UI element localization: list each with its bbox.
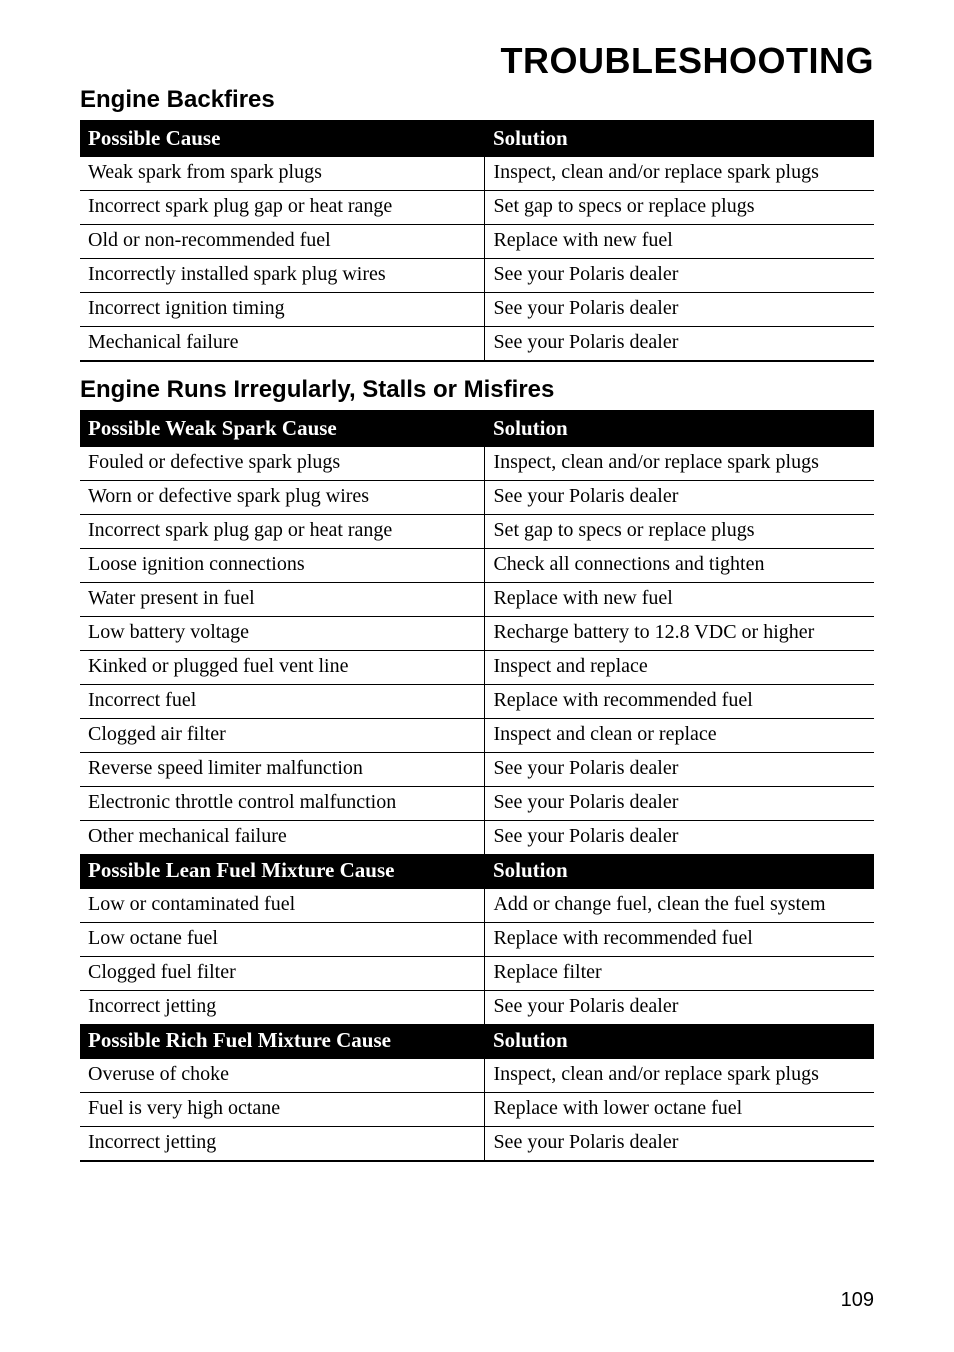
solution-cell: Replace with new fuel — [485, 225, 874, 259]
troubleshooting-table: Possible CauseSolutionWeak spark from sp… — [80, 120, 874, 362]
solution-cell: See your Polaris dealer — [485, 991, 874, 1025]
table-header-row: Possible Rich Fuel Mixture CauseSolution — [80, 1024, 874, 1059]
table-row: Loose ignition connectionsCheck all conn… — [80, 549, 874, 583]
table-row: Worn or defective spark plug wiresSee yo… — [80, 481, 874, 515]
table-row: Clogged air filterInspect and clean or r… — [80, 719, 874, 753]
table-row: Overuse of chokeInspect, clean and/or re… — [80, 1059, 874, 1093]
table-row: Incorrect spark plug gap or heat rangeSe… — [80, 191, 874, 225]
solution-cell: Inspect, clean and/or replace spark plug… — [485, 157, 874, 191]
table-row: Incorrectly installed spark plug wiresSe… — [80, 259, 874, 293]
cause-cell: Incorrect ignition timing — [80, 293, 485, 327]
table-row: Electronic throttle control malfunctionS… — [80, 787, 874, 821]
solution-cell: See your Polaris dealer — [485, 787, 874, 821]
table-row: Low battery voltageRecharge battery to 1… — [80, 617, 874, 651]
cause-cell: Incorrect fuel — [80, 685, 485, 719]
cause-cell: Water present in fuel — [80, 583, 485, 617]
cause-cell: Incorrect spark plug gap or heat range — [80, 191, 485, 225]
solution-cell: Inspect and replace — [485, 651, 874, 685]
solution-cell: Replace with recommended fuel — [485, 685, 874, 719]
table-row: Fuel is very high octaneReplace with low… — [80, 1093, 874, 1127]
solution-cell: See your Polaris dealer — [485, 1127, 874, 1162]
sections-container: Engine BackfiresPossible CauseSolutionWe… — [80, 86, 874, 1162]
solution-cell: See your Polaris dealer — [485, 293, 874, 327]
page-number: 109 — [841, 1289, 874, 1312]
cause-cell: Incorrectly installed spark plug wires — [80, 259, 485, 293]
cause-cell: Fuel is very high octane — [80, 1093, 485, 1127]
table-row: Weak spark from spark plugsInspect, clea… — [80, 157, 874, 191]
table-header-row: Possible Lean Fuel Mixture CauseSolution — [80, 854, 874, 889]
cause-header: Possible Lean Fuel Mixture Cause — [80, 854, 485, 889]
solution-cell: Replace filter — [485, 957, 874, 991]
cause-cell: Clogged fuel filter — [80, 957, 485, 991]
table-row: Incorrect fuelReplace with recommended f… — [80, 685, 874, 719]
cause-cell: Clogged air filter — [80, 719, 485, 753]
table-row: Old or non-recommended fuelReplace with … — [80, 225, 874, 259]
page-title: TROUBLESHOOTING — [80, 40, 874, 82]
solution-cell: Replace with recommended fuel — [485, 923, 874, 957]
solution-cell: Check all connections and tighten — [485, 549, 874, 583]
table-row: Low or contaminated fuelAdd or change fu… — [80, 889, 874, 923]
solution-cell: Replace with new fuel — [485, 583, 874, 617]
solution-cell: Inspect, clean and/or replace spark plug… — [485, 447, 874, 481]
solution-header: Solution — [485, 121, 874, 157]
table-row: Low octane fuelReplace with recommended … — [80, 923, 874, 957]
table-row: Incorrect jettingSee your Polaris dealer — [80, 991, 874, 1025]
solution-header: Solution — [485, 854, 874, 889]
cause-cell: Mechanical failure — [80, 327, 485, 362]
cause-cell: Reverse speed limiter malfunction — [80, 753, 485, 787]
cause-cell: Overuse of choke — [80, 1059, 485, 1093]
cause-cell: Low battery voltage — [80, 617, 485, 651]
cause-header: Possible Rich Fuel Mixture Cause — [80, 1024, 485, 1059]
solution-cell: See your Polaris dealer — [485, 821, 874, 855]
solution-header: Solution — [485, 1024, 874, 1059]
cause-header: Possible Cause — [80, 121, 485, 157]
solution-cell: Replace with lower octane fuel — [485, 1093, 874, 1127]
solution-cell: Add or change fuel, clean the fuel syste… — [485, 889, 874, 923]
solution-cell: See your Polaris dealer — [485, 481, 874, 515]
table-row: Water present in fuelReplace with new fu… — [80, 583, 874, 617]
cause-cell: Low octane fuel — [80, 923, 485, 957]
cause-cell: Low or contaminated fuel — [80, 889, 485, 923]
cause-cell: Other mechanical failure — [80, 821, 485, 855]
cause-cell: Incorrect jetting — [80, 1127, 485, 1162]
section-title: Engine Backfires — [80, 86, 874, 114]
cause-header: Possible Weak Spark Cause — [80, 411, 485, 447]
troubleshooting-table: Possible Weak Spark CauseSolutionFouled … — [80, 410, 874, 1162]
cause-cell: Fouled or defective spark plugs — [80, 447, 485, 481]
cause-cell: Worn or defective spark plug wires — [80, 481, 485, 515]
cause-cell: Old or non-recommended fuel — [80, 225, 485, 259]
solution-cell: Inspect, clean and/or replace spark plug… — [485, 1059, 874, 1093]
table-row: Clogged fuel filterReplace filter — [80, 957, 874, 991]
table-row: Kinked or plugged fuel vent lineInspect … — [80, 651, 874, 685]
solution-cell: Set gap to specs or replace plugs — [485, 191, 874, 225]
cause-cell: Electronic throttle control malfunction — [80, 787, 485, 821]
table-row: Incorrect spark plug gap or heat rangeSe… — [80, 515, 874, 549]
solution-cell: See your Polaris dealer — [485, 753, 874, 787]
table-row: Fouled or defective spark plugsInspect, … — [80, 447, 874, 481]
solution-cell: Recharge battery to 12.8 VDC or higher — [485, 617, 874, 651]
solution-cell: Set gap to specs or replace plugs — [485, 515, 874, 549]
cause-cell: Incorrect spark plug gap or heat range — [80, 515, 485, 549]
solution-cell: Inspect and clean or replace — [485, 719, 874, 753]
cause-cell: Weak spark from spark plugs — [80, 157, 485, 191]
cause-cell: Loose ignition connections — [80, 549, 485, 583]
solution-cell: See your Polaris dealer — [485, 327, 874, 362]
cause-cell: Incorrect jetting — [80, 991, 485, 1025]
table-row: Other mechanical failureSee your Polaris… — [80, 821, 874, 855]
table-row: Mechanical failureSee your Polaris deale… — [80, 327, 874, 362]
solution-cell: See your Polaris dealer — [485, 259, 874, 293]
solution-header: Solution — [485, 411, 874, 447]
table-header-row: Possible Weak Spark CauseSolution — [80, 411, 874, 447]
table-header-row: Possible CauseSolution — [80, 121, 874, 157]
cause-cell: Kinked or plugged fuel vent line — [80, 651, 485, 685]
table-row: Reverse speed limiter malfunctionSee you… — [80, 753, 874, 787]
section-title: Engine Runs Irregularly, Stalls or Misfi… — [80, 376, 874, 404]
table-row: Incorrect ignition timingSee your Polari… — [80, 293, 874, 327]
table-row: Incorrect jettingSee your Polaris dealer — [80, 1127, 874, 1162]
page: TROUBLESHOOTING Engine Backfires Possible… — [0, 0, 954, 1352]
